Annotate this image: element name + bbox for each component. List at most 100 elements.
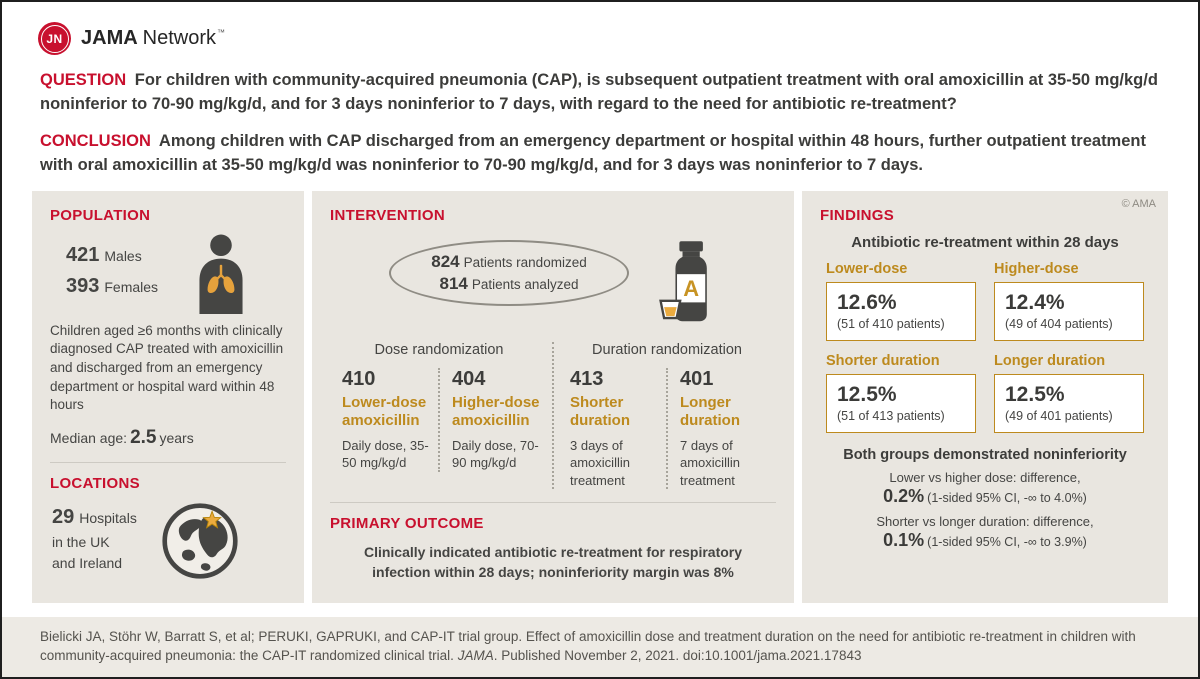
result-detail: (51 of 410 patients) (837, 316, 945, 331)
dose-randomization-group: Dose randomization 410 Lower-dose amoxic… (330, 342, 548, 489)
result-value: 12.5% (1005, 382, 1065, 406)
result-detail: (49 of 401 patients) (1005, 408, 1113, 423)
section-divider (50, 461, 286, 463)
section-divider (330, 501, 776, 503)
star-icon (202, 509, 222, 529)
difference-value-line: 0.2% (1-sided 95% CI, -∞ to 4.0%) (820, 486, 1150, 507)
locations-text: 29 Hospitals in the UK and Ireland (52, 502, 137, 574)
arm-lower-dose: 410 Lower-dose amoxicillin Daily dose, 3… (330, 368, 438, 472)
hospitals-label: Hospitals (79, 509, 137, 526)
randomized-value: 824 (431, 251, 460, 271)
question-label: QUESTION (40, 71, 127, 89)
arm-n: 413 (570, 367, 604, 390)
conclusion-paragraph: CONCLUSION Among children with CAP disch… (40, 130, 1160, 178)
brand-name-bold: JAMA (81, 27, 138, 49)
logo-initials: JN (46, 31, 63, 46)
globe-icon (162, 503, 238, 579)
result-label: Shorter duration (826, 352, 940, 369)
summary-section: QUESTION For children with community-acq… (2, 55, 1198, 178)
intervention-panel: INTERVENTION 824 Patients randomized 814 P… (312, 190, 794, 603)
person-lungs-icon (199, 234, 243, 314)
bottle-label-letter: A (683, 276, 699, 301)
result-box: 12.5% (51 of 413 patients) (826, 373, 976, 433)
primary-outcome-title: PRIMARY OUTCOME (330, 514, 484, 532)
result-lower-dose: Lower-dose 12.6% (51 of 410 patients) (826, 261, 976, 341)
result-label: Higher-dose (994, 260, 1079, 277)
result-detail: (49 of 404 patients) (1005, 316, 1113, 331)
analyzed-value: 814 (439, 273, 468, 293)
noninferiority-title: Both groups demonstrated noninferiority (843, 446, 1127, 463)
duration-randomization-group: Duration randomization 413 Shorter durat… (558, 342, 776, 489)
males-count: 421 Males (66, 244, 158, 267)
primary-outcome-text: Clinically indicated antibiotic re-treat… (363, 543, 743, 580)
brand-name-rest: Network (142, 27, 217, 49)
arm-detail: 3 days of amoxicillin treatment (570, 438, 630, 488)
arm-name: Higher-dose amoxicillin (452, 393, 540, 430)
arm-shorter-duration: 413 Shorter duration 3 days of amoxicill… (558, 368, 666, 489)
population-counts-row: 421 Males 393 Females (50, 234, 286, 314)
results-grid: Lower-dose 12.6% (51 of 410 patients) Hi… (820, 261, 1150, 433)
difference-ci: (1-sided 95% CI, -∞ to 4.0%) (927, 490, 1087, 505)
result-shorter-duration: Shorter duration 12.5% (51 of 413 patien… (826, 353, 976, 433)
jn-logo-icon: JN (38, 22, 71, 55)
result-value: 12.6% (837, 290, 897, 314)
duration-randomization-title: Duration randomization (592, 341, 742, 358)
result-value: 12.5% (837, 382, 897, 406)
duration-arms: 413 Shorter duration 3 days of amoxicill… (558, 367, 776, 489)
dotted-divider (438, 367, 440, 472)
question-paragraph: QUESTION For children with community-acq… (40, 69, 1160, 117)
patients-analyzed: 814 Patients analyzed (440, 274, 579, 294)
result-box: 12.5% (49 of 401 patients) (994, 373, 1144, 433)
dotted-divider (666, 367, 668, 489)
dotted-divider (552, 341, 554, 489)
arm-n: 410 (342, 367, 376, 390)
arm-name: Longer duration (680, 393, 740, 430)
females-label: Females (104, 278, 159, 295)
males-label: Males (104, 247, 142, 264)
content-panels: POPULATION 421 Males 393 Females (32, 190, 1168, 603)
population-panel: POPULATION 421 Males 393 Females (32, 190, 304, 603)
copyright-ama: © AMA (1121, 197, 1156, 210)
result-box: 12.4% (49 of 404 patients) (994, 281, 1144, 341)
arm-higher-dose: 404 Higher-dose amoxicillin Daily dose, … (440, 368, 548, 472)
arm-detail: Daily dose, 35-50 mg/kg/d (342, 438, 429, 471)
medicine-bottle-icon: A (659, 240, 707, 321)
median-age-label: Median age: (50, 429, 128, 446)
difference-ci: (1-sided 95% CI, -∞ to 3.9%) (927, 534, 1087, 549)
arm-n: 401 (680, 367, 714, 390)
dose-difference: Lower vs higher dose: difference, 0.2% (1… (820, 470, 1150, 507)
arm-detail: 7 days of amoxicillin treatment (680, 438, 740, 488)
males-value: 421 (66, 243, 100, 266)
trademark-symbol: ™ (217, 28, 226, 37)
locations-line2: in the UK (52, 533, 110, 550)
arm-detail: Daily dose, 70-90 mg/kg/d (452, 438, 539, 471)
result-box: 12.6% (51 of 410 patients) (826, 281, 976, 341)
locations-line3: and Ireland (52, 554, 123, 571)
arm-n: 404 (452, 367, 486, 390)
result-detail: (51 of 413 patients) (837, 408, 945, 423)
difference-value: 0.1% (883, 529, 925, 550)
females-count: 393 Females (66, 275, 158, 298)
citation-footer: Bielicki JA, Stöhr W, Barratt S, et al; … (2, 616, 1198, 677)
locations-title: LOCATIONS (50, 474, 140, 492)
arm-longer-duration: 401 Longer duration 7 days of amoxicilli… (668, 368, 776, 489)
randomized-label: Patients randomized (463, 254, 587, 270)
arm-name: Lower-dose amoxicillin (342, 393, 427, 430)
locations-row: 29 Hospitals in the UK and Ireland (50, 502, 286, 580)
dose-arms: 410 Lower-dose amoxicillin Daily dose, 3… (330, 367, 548, 472)
median-age-unit: years (159, 429, 194, 446)
hospitals-count: 29 (52, 505, 75, 528)
patients-randomized: 824 Patients randomized (431, 252, 586, 272)
jama-network-logo: JN JAMA Network™ (38, 22, 1198, 55)
intervention-title: INTERVENTION (330, 206, 446, 224)
sex-counts: 421 Males 393 Females (66, 244, 158, 306)
question-text: For children with community-acquired pne… (40, 71, 1158, 113)
findings-subtitle: Antibiotic re-treatment within 28 days (851, 233, 1119, 251)
conclusion-text: Among children with CAP discharged from … (40, 131, 1146, 174)
result-higher-dose: Higher-dose 12.4% (49 of 404 patients) (994, 261, 1144, 341)
females-value: 393 (66, 274, 100, 297)
noninferiority-summary: Both groups demonstrated noninferiority … (820, 447, 1150, 551)
intervention-top-row: 824 Patients randomized 814 Patients analy… (330, 234, 776, 332)
citation-part1: Bielicki JA, Stöhr W, Barratt S, et al; … (40, 628, 1136, 664)
